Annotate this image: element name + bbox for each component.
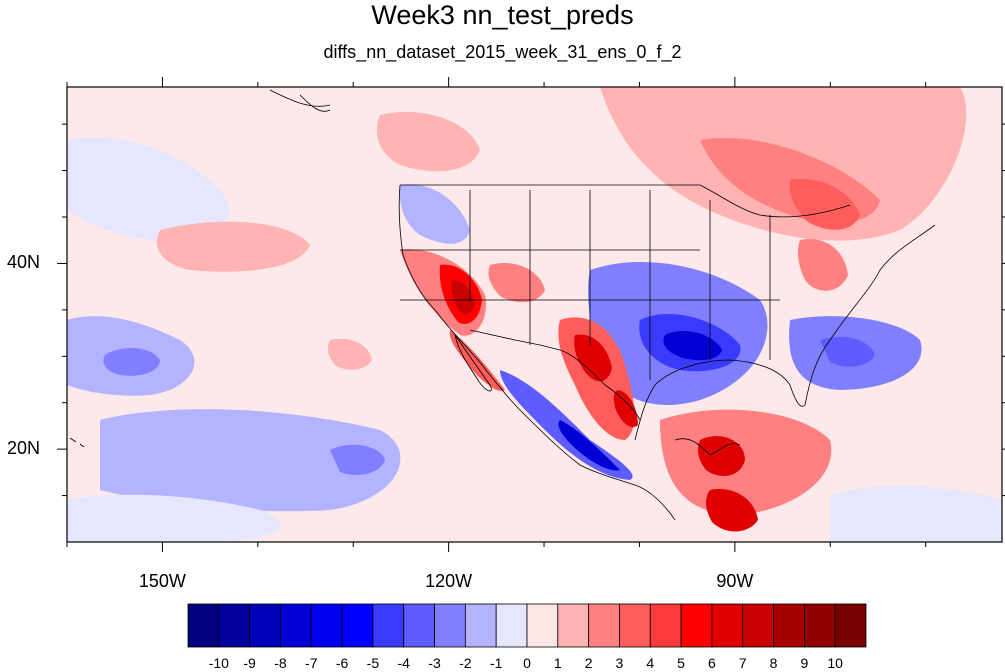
rockies-heat (488, 262, 545, 303)
southern-pacific-cold-patch (100, 409, 401, 512)
axis-ticks (57, 77, 1005, 552)
colorbar-label: 4 (646, 655, 655, 671)
great-lakes-heat-core (789, 179, 860, 230)
coastlines (69, 89, 936, 521)
colorbar-swatch (557, 603, 590, 648)
colorbar-swatch (742, 603, 774, 648)
lat-label-20n: 20N (6, 438, 40, 459)
map-panel (67, 87, 1002, 542)
atlantic-cold-core (820, 336, 875, 367)
central-america-heat (706, 489, 758, 532)
colorbar-label: 0 (523, 655, 531, 671)
colorbar-label: 1 (553, 655, 562, 671)
east-pacific-cold (830, 485, 1002, 542)
colorbar-swatch (310, 603, 343, 648)
colorbar (187, 603, 867, 648)
baja-california-coast (454, 334, 492, 392)
colorbar-label: -4 (397, 655, 410, 671)
colorbar-swatch (372, 603, 405, 648)
colorbar-label: -10 (208, 655, 229, 671)
lat-label-40n: 40N (6, 252, 40, 273)
southwest-pacific-cold (67, 494, 280, 542)
lon-label-90w: 90W (716, 571, 754, 591)
colorbar-swatch (434, 603, 466, 648)
northeast-heat (797, 239, 848, 291)
colorbar-swatch (495, 603, 528, 648)
alaska-islands (269, 89, 331, 112)
colorbar-label: -1 (489, 655, 503, 671)
texas-heat-core (574, 334, 612, 382)
colorbar-swatch (341, 603, 374, 648)
colorbar-label: 5 (677, 655, 685, 671)
colorbar-swatch (218, 603, 251, 648)
yucatan-heat-patch (660, 409, 832, 515)
colorbar-swatch (619, 603, 651, 648)
pacific-cold-core (103, 348, 160, 376)
north-pacific-heat (376, 111, 480, 172)
colorbar-swatch (464, 603, 497, 648)
colorbar-label: -5 (366, 655, 380, 671)
map-frame (66, 86, 1003, 543)
west-pacific-heat (327, 338, 372, 370)
mexico-coast-cold-core (558, 420, 620, 471)
hawaii-islands (69, 437, 85, 448)
northwest-cold (399, 184, 470, 244)
colorbar-swatch (526, 603, 559, 648)
gulf-coast (634, 224, 936, 441)
pacific-north-cold-patch (67, 137, 230, 243)
colorbar-label: 6 (708, 655, 716, 671)
southern-pacific-cold-core (330, 444, 385, 475)
colorbar-label: 2 (584, 655, 593, 671)
colorbar-label: -7 (305, 655, 318, 671)
colorbar-label: -3 (428, 655, 441, 671)
colorbar-swatch (187, 603, 220, 648)
colorbar-swatch (773, 603, 805, 648)
us-mexico-border (469, 329, 641, 421)
gulf-cold-inner (663, 330, 722, 361)
plot-title: Week3 nn_test_preds (371, 0, 634, 30)
negative-anomaly-patches (67, 137, 1002, 542)
colorbar-label: -6 (335, 655, 349, 671)
colorbar-swatch (280, 603, 312, 648)
plot-subtitle: diffs_nn_dataset_2015_week_31_ens_0_f_2 (323, 42, 682, 62)
positive-anomaly-patches (156, 87, 967, 532)
colorbar-swatch (834, 603, 867, 648)
colorbar-label: -9 (243, 655, 256, 671)
colorbar-swatch (680, 603, 713, 648)
colorbar-label: 8 (769, 655, 778, 671)
yucatan-heat-core (698, 436, 745, 476)
colorbar-swatch (588, 603, 620, 648)
colorbar-swatch (649, 603, 682, 648)
texas-heat-south (613, 390, 638, 428)
colorbar-swatch (711, 603, 744, 648)
lon-label-120w: 120W (425, 571, 473, 591)
yucatan-coast (674, 438, 741, 456)
colorbar-label: 9 (800, 655, 809, 671)
us-canada-border (400, 184, 851, 218)
california-heat-inner (451, 280, 475, 315)
colorbar-swatch (249, 603, 281, 648)
baja-heat (449, 330, 505, 391)
colorbar-label: 10 (827, 655, 843, 671)
colorbar-swatch (403, 603, 435, 648)
colorbar-swatch (803, 603, 836, 648)
colorbar-label: -8 (274, 655, 287, 671)
north-america-west-coast (398, 184, 676, 521)
lon-label-150w: 150W (138, 571, 186, 591)
colorbar-label: 7 (738, 655, 747, 671)
pacific-mid-heat (156, 221, 310, 272)
colorbar-label: -2 (459, 655, 472, 671)
colorbar-label: 3 (615, 655, 624, 671)
